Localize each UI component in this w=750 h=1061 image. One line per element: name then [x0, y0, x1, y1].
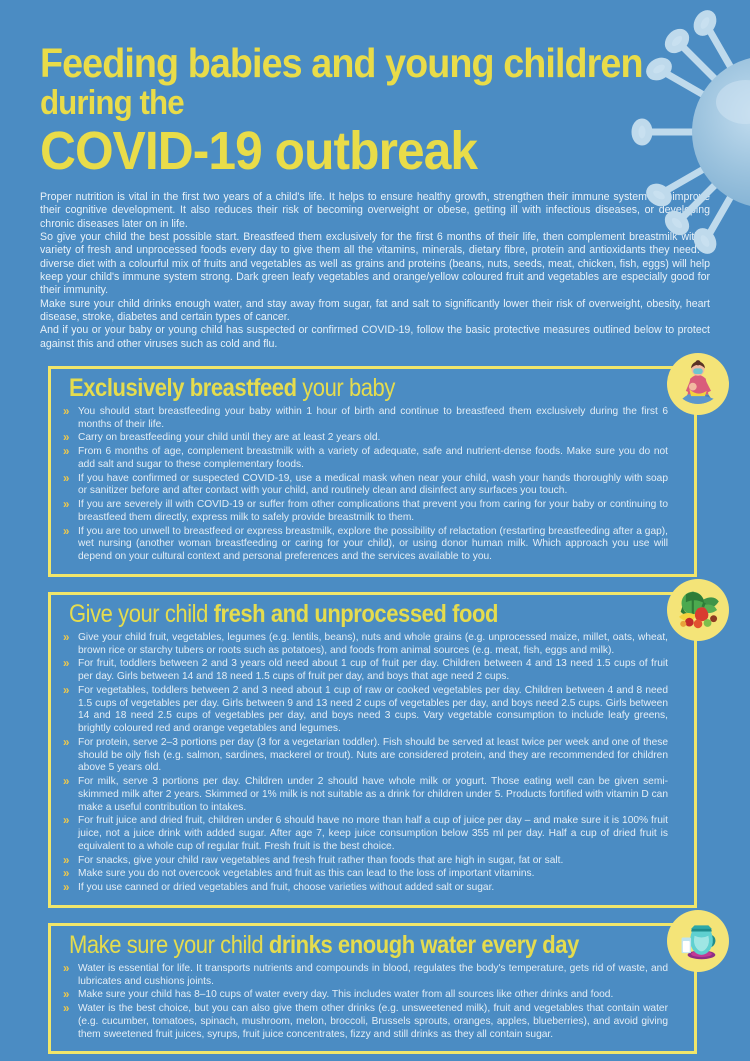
bullet-text: If you have confirmed or suspected COVID…	[78, 472, 668, 497]
chevron-bullet-icon: »	[63, 962, 69, 975]
bullet-text: Give your child fruit, vegetables, legum…	[78, 631, 668, 656]
section-heading-part: Make sure your child	[69, 930, 269, 959]
page-title: Feeding babies and young children during…	[40, 40, 710, 181]
chevron-bullet-icon: »	[63, 525, 69, 538]
section-heading-part: fresh and unprocessed food	[213, 599, 499, 628]
section-heading: Exclusively breastfeed your baby	[69, 374, 596, 403]
chevron-bullet-icon: »	[63, 868, 69, 881]
chevron-bullet-icon: »	[63, 989, 69, 1002]
intro-paragraph-2: So give your child the best possible sta…	[40, 230, 710, 297]
bullet-text: For fruit juice and dried fruit, childre…	[78, 815, 668, 852]
section-heading-part: Exclusively breastfeed	[69, 373, 297, 402]
bullet-item: » For fruit juice and dried fruit, childr…	[63, 815, 668, 853]
breastfeeding-mother-icon	[667, 352, 729, 415]
bullet-item: » If you are severely ill with COVID-19 o…	[63, 499, 668, 525]
section-heading-part: drinks enough water every day	[268, 930, 579, 959]
bullet-item: » Give your child fruit, vegetables, legu…	[63, 632, 668, 658]
water-pitcher-icon	[667, 909, 729, 972]
bullet-text: Make sure your child has 8–10 cups of wa…	[78, 989, 614, 1001]
bullet-item: » You should start breastfeeding your bab…	[63, 406, 668, 432]
bullet-item: » Make sure your child has 8–10 cups of w…	[63, 989, 668, 1002]
intro-paragraph-4: And if you or your baby or young child h…	[40, 324, 710, 350]
section-breastfeed: Exclusively breastfeed your baby » You sh…	[48, 352, 729, 577]
bullet-text: For protein, serve 2–3 portions per day …	[78, 736, 668, 774]
section-heading: Give your child fresh and unprocessed fo…	[69, 600, 596, 629]
section-heading-part: Give your child	[69, 599, 214, 628]
bullet-text: Make sure you do not overcook vegetables…	[78, 868, 535, 880]
title-line-3: COVID-19 outbreak	[40, 120, 478, 181]
bullet-text: From 6 months of age, complement breastm…	[78, 446, 668, 470]
bullet-text: If you are severely ill with COVID-19 or…	[78, 499, 668, 523]
bullet-text: You should start breastfeeding your baby…	[78, 405, 668, 430]
chevron-bullet-icon: »	[63, 631, 69, 644]
chevron-bullet-icon: »	[63, 736, 69, 749]
bullet-item: » If you are too unwell to breastfeed or …	[63, 526, 668, 564]
bullet-item: » For protein, serve 2–3 portions per day…	[63, 737, 668, 775]
bullet-item: » Carry on breastfeeding your child until…	[63, 432, 668, 445]
section-heading: Make sure your child drinks enough water…	[69, 931, 596, 960]
chevron-bullet-icon: »	[63, 776, 69, 789]
chevron-bullet-icon: »	[63, 432, 69, 445]
bullet-item: » For fruit, toddlers between 2 and 3 yea…	[63, 658, 668, 684]
title-line-1: Feeding babies and young children	[40, 40, 644, 86]
section-water: Make sure your child drinks enough water…	[48, 909, 729, 1055]
chevron-bullet-icon: »	[63, 684, 69, 697]
page-header: Feeding babies and young children during…	[40, 40, 710, 181]
chevron-bullet-icon: »	[63, 815, 69, 828]
bullet-item: » Water is the best choice, but you can a…	[63, 1003, 668, 1041]
bullet-item: » From 6 months of age, complement breast…	[63, 446, 668, 472]
chevron-bullet-icon: »	[63, 499, 69, 512]
intro-paragraphs: Proper nutrition is vital in the first t…	[40, 191, 710, 351]
section-bullet-list: » You should start breastfeeding your bab…	[63, 406, 668, 564]
bullet-item: » If you have confirmed or suspected COVI…	[63, 473, 668, 499]
fruits-vegetables-icon	[667, 578, 729, 641]
chevron-bullet-icon: »	[63, 1003, 69, 1016]
section-bullet-list: » Water is essential for life. It transpo…	[63, 963, 668, 1042]
bullet-text: Carry on breastfeeding your child until …	[78, 432, 381, 444]
bullet-text: For snacks, give your child raw vegetabl…	[78, 854, 564, 866]
bullet-item: » If you use canned or dried vegetables a…	[63, 882, 668, 895]
section-fresh-food: Give your child fresh and unprocessed fo…	[48, 578, 729, 908]
bullet-item: » Water is essential for life. It transpo…	[63, 963, 668, 989]
bullet-text: For fruit, toddlers between 2 and 3 year…	[78, 658, 668, 683]
bullet-text: Water is the best choice, but you can al…	[78, 1003, 668, 1040]
bullet-text: If you are too unwell to breastfeed or e…	[78, 525, 668, 563]
chevron-bullet-icon: »	[63, 405, 69, 418]
chevron-bullet-icon: »	[63, 658, 69, 671]
title-line-2: during the	[40, 84, 185, 123]
bullet-item: » Make sure you do not overcook vegetable…	[63, 868, 668, 881]
bullet-text: Water is essential for life. It transpor…	[78, 962, 668, 987]
bullet-item: » For milk, serve 3 portions per day. Chi…	[63, 776, 668, 814]
section-bullet-list: » Give your child fruit, vegetables, legu…	[63, 632, 668, 895]
bullet-item: » For snacks, give your child raw vegetab…	[63, 855, 668, 868]
bullet-text: If you use canned or dried vegetables an…	[78, 882, 495, 894]
intro-paragraph-3: Make sure your child drinks enough water…	[40, 297, 710, 323]
section-heading-part: your baby	[296, 373, 395, 402]
bullet-item: » For vegetables, toddlers between 2 and …	[63, 685, 668, 736]
bullet-text: For milk, serve 3 portions per day. Chil…	[78, 776, 668, 813]
chevron-bullet-icon: »	[63, 854, 69, 867]
intro-paragraph-1: Proper nutrition is vital in the first t…	[40, 190, 710, 230]
chevron-bullet-icon: »	[63, 446, 69, 459]
chevron-bullet-icon: »	[63, 882, 69, 895]
chevron-bullet-icon: »	[63, 472, 69, 485]
bullet-text: For vegetables, toddlers between 2 and 3…	[78, 684, 668, 735]
